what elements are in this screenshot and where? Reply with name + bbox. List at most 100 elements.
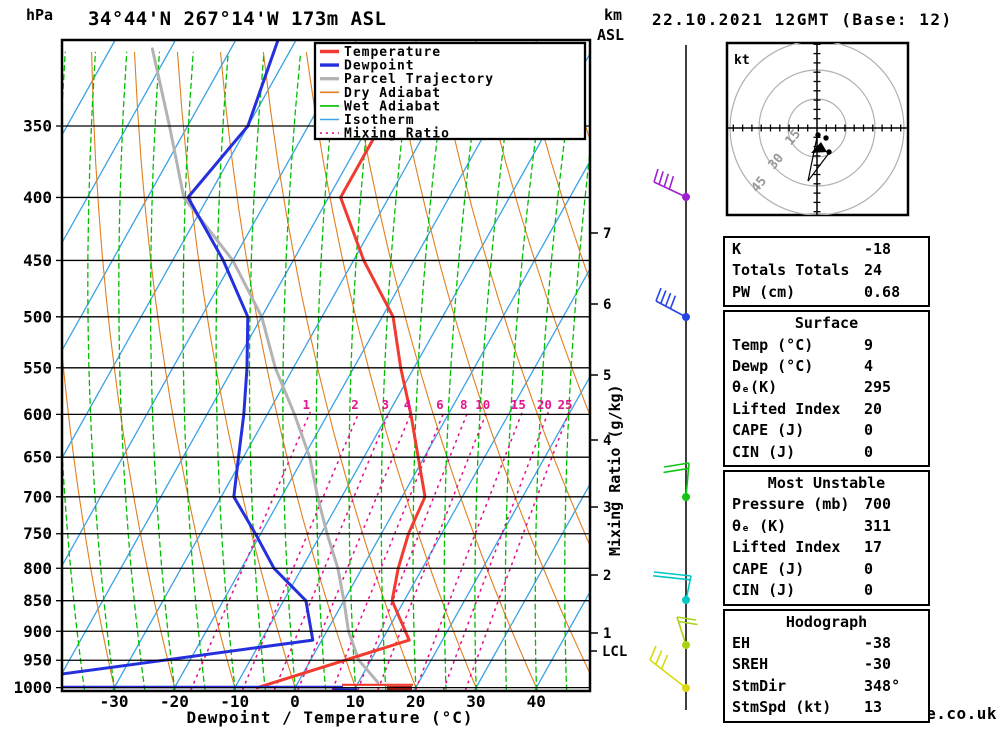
- pressure-tick-label: 700: [23, 487, 52, 506]
- stats-value: 348°: [864, 676, 901, 695]
- mixing-ratio-value-label: 10: [475, 397, 490, 412]
- stats-value: 700: [864, 495, 892, 514]
- stats-label: Lifted Index: [732, 399, 841, 418]
- isotherm-line: [62, 40, 177, 244]
- stats-row: CIN (J) 0: [725, 580, 928, 601]
- wind-barb-shaft: [653, 181, 687, 198]
- dry-adiabat-line: [176, 51, 297, 691]
- mixing-ratio-line: [273, 411, 390, 691]
- legend-label: Isotherm: [344, 113, 415, 128]
- stats-row: CAPE (J) 0: [725, 420, 928, 441]
- pressure-tick-label: 350: [23, 117, 52, 136]
- wet-adiabat-line: [182, 51, 206, 691]
- km-tick-label: 4: [603, 433, 611, 449]
- wind-barb-feather: [668, 175, 675, 190]
- wet-adiabat-line: [564, 146, 590, 691]
- wind-barb: [676, 616, 698, 649]
- dry-adiabat-line: [477, 51, 590, 417]
- stats-section: Hodograph EH -38 SREH -30 StmDir 348° StmSpd (k…: [723, 608, 930, 723]
- stats-label: CAPE (J): [732, 421, 805, 440]
- altitude-axis-unit-asl: ASL: [597, 26, 625, 44]
- pressure-tick-label: 800: [23, 559, 52, 578]
- temp-tick-label: 30: [466, 692, 485, 711]
- stats-section: Most Unstable Pressure (mb) 700 θₑ (K) 311 Li…: [723, 470, 930, 606]
- stats-value: 0: [864, 581, 874, 600]
- stats-row: θₑ(K) 295: [725, 377, 928, 398]
- stats-label: EH: [732, 633, 751, 652]
- wind-barb: [663, 462, 690, 501]
- wet-adiabat-line: [0, 52, 24, 690]
- legend-label: Parcel Trajectory: [344, 72, 494, 87]
- wind-barb-feather: [678, 620, 698, 626]
- stats-value: -30: [864, 655, 892, 674]
- pressure-tick-label: 450: [23, 251, 52, 270]
- stats-section-title: Hodograph: [785, 612, 868, 631]
- temp-tick-label: 10: [346, 692, 365, 711]
- wind-barb-feather: [664, 292, 672, 307]
- temp-tick-label: 20: [406, 692, 425, 711]
- isotherm-line: [232, 52, 590, 691]
- mixing-ratio-value-label: 1: [302, 397, 310, 412]
- stats-value: 295: [864, 378, 892, 397]
- stats-label: CAPE (J): [732, 559, 805, 578]
- legend-box: [313, 41, 587, 141]
- dry-adiabat-line: [391, 51, 590, 675]
- x-axis-title: Dewpoint / Temperature (°C): [186, 708, 474, 727]
- dry-adiabat-line: [305, 51, 478, 691]
- plot-border: [60, 38, 592, 693]
- stats-row: StmDir 348°: [725, 676, 928, 697]
- mixing-ratio-line: [190, 411, 311, 691]
- wind-barb: [653, 168, 690, 202]
- stats-label: StmSpd (kt): [732, 698, 832, 717]
- stats-row: Pressure (mb) 700: [725, 494, 928, 515]
- wind-barb-feather: [649, 645, 657, 661]
- mixing-ratio-value-label: 20: [537, 397, 552, 412]
- stats-label: K: [732, 240, 742, 258]
- wet-adiabat-line: [504, 51, 548, 691]
- mixing-ratio-value-label: 4: [404, 397, 412, 412]
- stats-row: Temp (°C) 9: [725, 335, 928, 356]
- stats-label: θₑ(K): [732, 378, 778, 397]
- stats-section-title: Most Unstable: [767, 474, 886, 493]
- wind-barb-feather: [676, 616, 697, 621]
- stats-value: 13: [864, 698, 883, 717]
- hodograph-unit-label: kt: [734, 53, 750, 68]
- wind-barb-feather: [653, 575, 691, 581]
- stats-value: 0.68: [864, 282, 901, 301]
- dewpoint-curve: [62, 40, 315, 676]
- isotherm-line: [172, 40, 538, 691]
- mixing-ratio-value-label: 25: [558, 397, 573, 412]
- stats-label: Pressure (mb): [732, 495, 850, 514]
- wind-barb: [655, 287, 690, 321]
- stats-label: Totals Totals: [732, 261, 850, 280]
- wind-barb-feather: [655, 650, 663, 665]
- stats-label: Temp (°C): [732, 335, 814, 354]
- hodograph-trace-dot: [826, 149, 832, 155]
- wind-barb-shaft: [649, 659, 687, 689]
- stats-panel: K -18 Totals Totals 24 PW (cm) 0.68 Surface Tem…: [723, 236, 930, 726]
- stats-row: EH -38: [725, 633, 928, 654]
- dry-adiabat-line: [262, 51, 418, 691]
- temp-tick-label: -20: [160, 692, 189, 711]
- dry-adiabat-line: [520, 51, 590, 283]
- stats-row: StmSpd (kt) 13: [725, 697, 928, 718]
- page-title: 34°44'N 267°14'W 173m ASL: [88, 8, 387, 30]
- stats-row: Dewp (°C) 4: [725, 356, 928, 377]
- legend-label: Dry Adiabat: [344, 86, 441, 101]
- mixing-ratio-value-label: 15: [511, 397, 526, 412]
- wet-adiabat-line: [87, 51, 116, 691]
- temp-tick-label: -30: [100, 692, 129, 711]
- stats-section: Surface Temp (°C) 9 Dewp (°C) 4 θₑ(K) 295 Lifte…: [723, 310, 930, 468]
- temp-tick-label: 40: [527, 692, 546, 711]
- legend-label: Mixing Ratio: [344, 127, 450, 142]
- pressure-tick-label: 900: [23, 622, 52, 641]
- wet-adiabat-line: [348, 51, 376, 691]
- stats-row: K -18: [725, 239, 928, 260]
- isotherm-line: [62, 40, 418, 675]
- wind-barb-feather: [658, 171, 664, 185]
- wind-barb-feather: [663, 173, 670, 188]
- wind-barb-feather: [655, 287, 662, 302]
- wind-barb-feather: [660, 290, 667, 304]
- mixing-ratio-line: [357, 411, 469, 691]
- wind-barb-feather: [663, 467, 689, 474]
